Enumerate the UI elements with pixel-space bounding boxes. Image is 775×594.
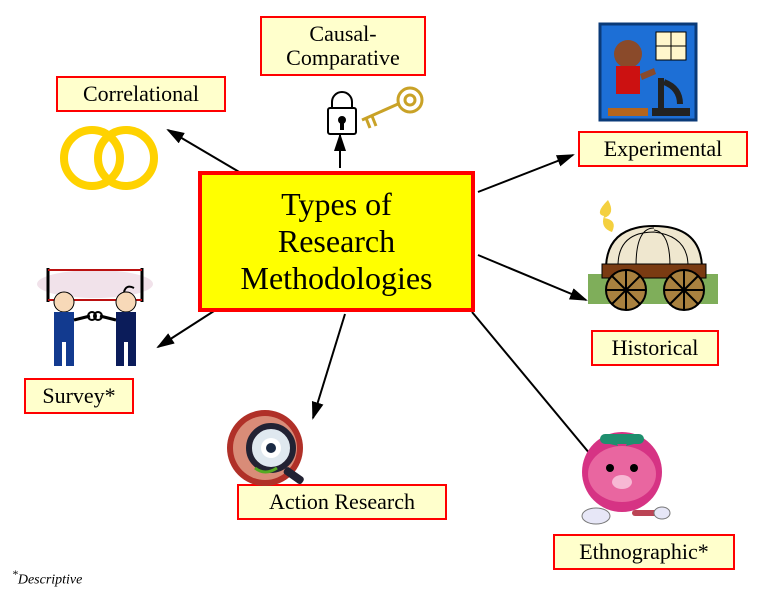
node-label: Experimental xyxy=(604,136,723,161)
node-historical: Historical xyxy=(591,330,719,366)
lock-and-key-icon xyxy=(322,82,432,142)
node-label: Ethnographic* xyxy=(579,539,709,564)
center-node-text: Types ofResearchMethodologies xyxy=(241,186,433,296)
interlocking-rings-icon xyxy=(54,120,164,196)
node-causal-comparative: Causal-Comparative xyxy=(260,16,426,76)
node-correlational: Correlational xyxy=(56,76,226,112)
node-survey: Survey* xyxy=(24,378,134,414)
node-ethnographic: Ethnographic* xyxy=(553,534,735,570)
footnote-descriptive: *Descriptive xyxy=(12,568,82,589)
covered-wagon-icon xyxy=(588,196,718,316)
node-label: Survey* xyxy=(42,383,115,408)
node-label: Correlational xyxy=(83,81,199,106)
footnote-text: Descriptive xyxy=(18,573,83,588)
node-label: Causal-Comparative xyxy=(286,21,400,70)
ethnographic-icon xyxy=(572,432,672,526)
magnifying-glass-icon xyxy=(225,408,311,494)
microscope-scene-icon xyxy=(598,22,698,122)
diagram-stage: { "center": { "lines": ["Types of", "Res… xyxy=(0,0,775,594)
center-node: Types ofResearchMethodologies xyxy=(198,171,475,312)
surveyors-icon xyxy=(30,262,160,372)
node-experimental: Experimental xyxy=(578,131,748,167)
node-label: Historical xyxy=(612,335,699,360)
